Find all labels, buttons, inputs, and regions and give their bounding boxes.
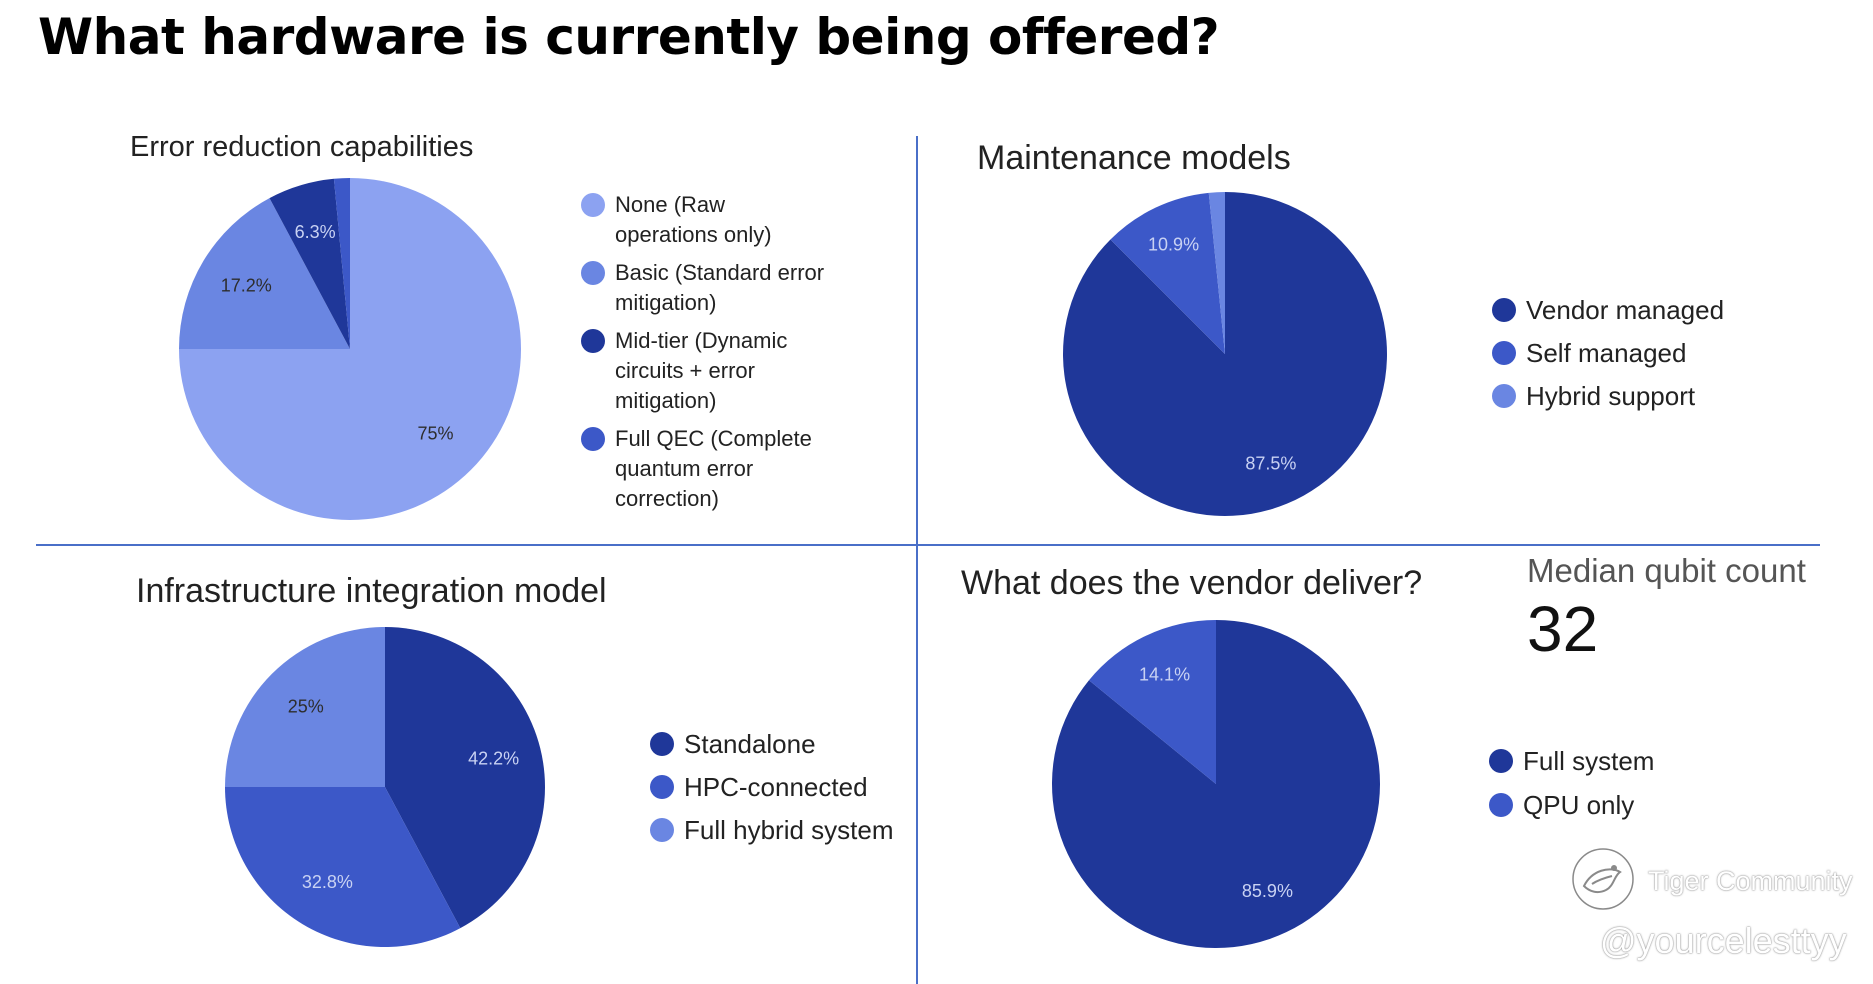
legend-label: Self managed: [1526, 338, 1687, 368]
legend-item-standalone: Standalone: [650, 727, 930, 761]
horizontal-divider: [36, 544, 1820, 546]
chart-title: Infrastructure integration model: [136, 572, 607, 610]
legend-label: Hybrid support: [1526, 381, 1696, 411]
legend-marker: [650, 818, 674, 842]
data-label-qpu-only: 14.1%: [1139, 664, 1190, 684]
maintenance-models-legend: Vendor managed Self managed Hybrid support: [1492, 293, 1792, 422]
legend-item-basic-standard-error-mitigation: Basic (Standard error mitigation): [581, 258, 901, 318]
chart-title: Error reduction capabilities: [130, 131, 474, 163]
watermark-brand: Tiger Community: [1648, 866, 1853, 896]
legend-item-hpc-connected: HPC-connected: [650, 770, 930, 804]
legend-item-full-hybrid-system: Full hybrid system: [650, 813, 930, 847]
legend-item-full-qec-complete-quantum-error-correction: Full QEC (Complete quantum error correct…: [581, 424, 901, 514]
legend-label: Standalone: [684, 729, 816, 759]
error-reduction-legend: None (Raw operations only) Basic (Standar…: [581, 190, 901, 522]
legend-marker: [650, 775, 674, 799]
tiger-community-logo-icon: [1570, 846, 1636, 912]
data-label-basic-standard-error-mitigation: 17.2%: [221, 276, 272, 296]
data-label-self-managed: 10.9%: [1148, 234, 1199, 254]
pie-slice-self-managed: [1110, 192, 1225, 354]
pie-slice-qpu-only: [1088, 620, 1216, 784]
vertical-divider: [916, 136, 918, 984]
chart-title: What does the vendor deliver?: [961, 564, 1423, 602]
data-label-none-raw-operations-only: 75%: [418, 423, 454, 443]
watermark-handle: @yourcelesttyy: [1600, 920, 1847, 961]
data-label-mid-tier-dynamic-circuits-error-mitigation: 6.3%: [295, 222, 336, 242]
legend-item-vendor-managed: Vendor managed: [1492, 293, 1792, 327]
legend-marker: [581, 329, 605, 353]
vendor-delivery-pie: 85.9% 14.1%: [1052, 620, 1380, 948]
kpi-label: Median qubit count: [1527, 552, 1806, 589]
legend-item-none-raw-operations-only: None (Raw operations only): [581, 190, 901, 250]
legend-marker: [1492, 298, 1516, 322]
legend-marker: [650, 732, 674, 756]
kpi-value: 32: [1527, 593, 1599, 665]
median-qubit-kpi: Median qubit count 32: [1527, 552, 1806, 666]
data-label-hpc-connected: 32.8%: [302, 872, 353, 892]
infrastructure-integration-legend: Standalone HPC-connected Full hybrid syste…: [650, 727, 930, 856]
legend-label: Full hybrid system: [684, 815, 894, 845]
legend-marker: [581, 193, 605, 217]
legend-marker: [581, 261, 605, 285]
pie-slice-standalone: [385, 627, 545, 929]
error-reduction-pie: 75% 17.2% 6.3%: [179, 178, 521, 520]
legend-item-hybrid-support: Hybrid support: [1492, 379, 1792, 413]
legend-marker: [1489, 749, 1513, 773]
data-label-full-hybrid-system: 25%: [288, 697, 324, 717]
legend-label: Full system: [1523, 746, 1655, 776]
pie-slice-hybrid-support: [1208, 192, 1225, 354]
legend-marker: [1492, 341, 1516, 365]
pie-slice-mid-tier-dynamic-circuits-error-mitigation: [269, 178, 350, 349]
page-title: What hardware is currently being offered…: [38, 8, 1220, 66]
legend-label: Full QEC (Complete quantum error correct…: [615, 426, 812, 511]
legend-item-self-managed: Self managed: [1492, 336, 1792, 370]
legend-marker: [1489, 793, 1513, 817]
pie-slice-full-qec-complete-quantum-error-correction: [333, 178, 350, 349]
legend-label: Mid-tier (Dynamic circuits + error mitig…: [615, 328, 788, 413]
maintenance-models-pie: 87.5% 10.9%: [1063, 192, 1387, 516]
chart-title: Maintenance models: [977, 139, 1291, 177]
legend-item-qpu-only: QPU only: [1489, 788, 1749, 822]
pie-slice-hpc-connected: [225, 787, 461, 947]
legend-marker: [581, 427, 605, 451]
legend-marker: [1492, 384, 1516, 408]
data-label-full-system: 85.9%: [1242, 881, 1293, 901]
pie-slice-basic-standard-error-mitigation: [179, 198, 350, 349]
legend-item-full-system: Full system: [1489, 744, 1749, 778]
legend-label: Basic (Standard error mitigation): [615, 260, 825, 315]
data-label-standalone: 42.2%: [468, 749, 519, 769]
pie-slice-full-hybrid-system: [225, 627, 385, 787]
legend-label: QPU only: [1523, 790, 1635, 820]
legend-item-mid-tier-dynamic-circuits-error-mitigation: Mid-tier (Dynamic circuits + error mitig…: [581, 326, 901, 416]
vendor-delivery-legend: Full system QPU only: [1489, 744, 1749, 832]
infrastructure-integration-pie: 42.2% 32.8% 25%: [225, 627, 545, 947]
watermark: Tiger Community @yourcelesttyy: [1568, 842, 1868, 972]
data-label-vendor-managed: 87.5%: [1245, 454, 1296, 474]
legend-label: HPC-connected: [684, 772, 868, 802]
legend-label: None (Raw operations only): [615, 192, 772, 247]
legend-label: Vendor managed: [1526, 295, 1725, 325]
